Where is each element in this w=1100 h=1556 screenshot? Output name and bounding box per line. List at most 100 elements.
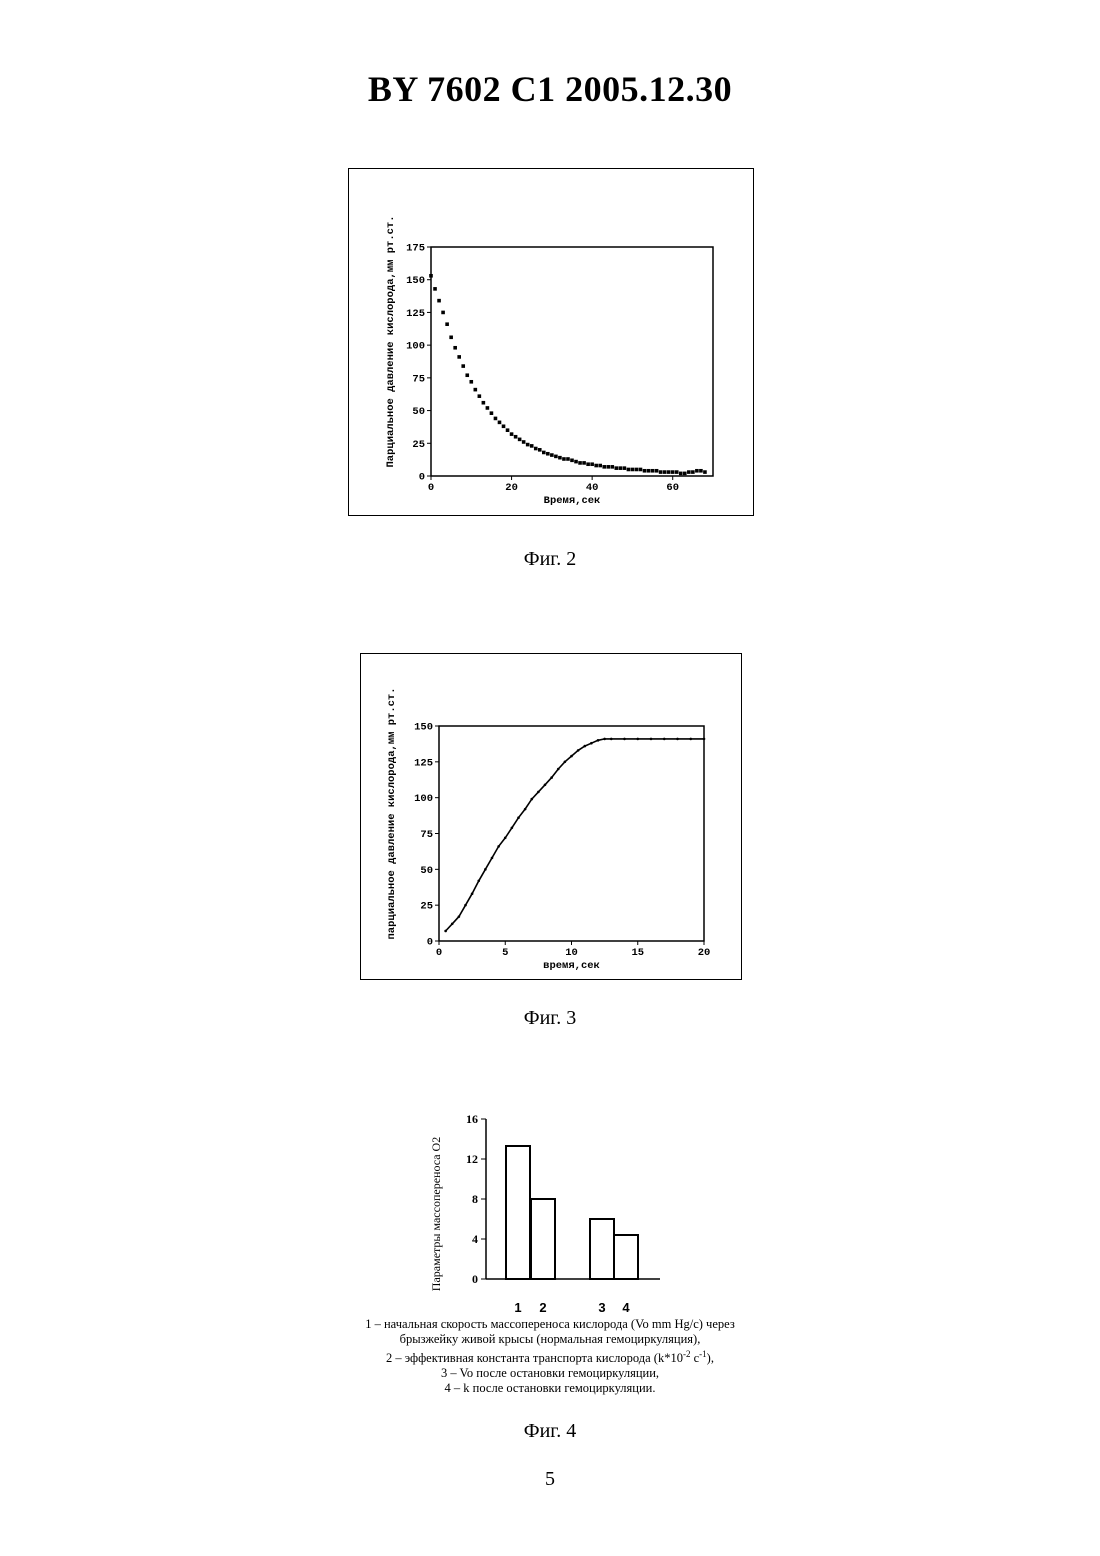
page-number: 5 bbox=[0, 1468, 1100, 1491]
data-point bbox=[703, 738, 706, 741]
figure-2-frame: 02550751001251501750204060Время,секПарци… bbox=[348, 168, 754, 516]
data-point bbox=[598, 464, 602, 468]
data-point bbox=[703, 470, 707, 474]
data-point bbox=[445, 322, 449, 326]
data-point bbox=[465, 373, 469, 377]
x-tick-label: 0 bbox=[436, 947, 442, 959]
data-point bbox=[433, 287, 437, 291]
x-tick-label: 20 bbox=[505, 482, 518, 494]
bar bbox=[531, 1199, 555, 1279]
figure-2-chart: 02550751001251501750204060Время,секПарци… bbox=[349, 169, 753, 515]
y-tick-label: 150 bbox=[406, 275, 425, 287]
data-point bbox=[659, 470, 663, 474]
data-point bbox=[577, 749, 580, 752]
legend-line-1: 1 – начальная скорость массопереноса кис… bbox=[300, 1317, 800, 1332]
data-point bbox=[526, 443, 530, 447]
x-tick-label: 5 bbox=[502, 947, 508, 959]
data-point bbox=[490, 411, 494, 415]
data-point bbox=[469, 380, 473, 384]
bar-category-label: 1 bbox=[514, 1300, 521, 1315]
data-point bbox=[530, 798, 533, 801]
legend-mid: с bbox=[690, 1351, 699, 1365]
legend-line-4: 3 – Vo после остановки гемоциркуляции, bbox=[300, 1366, 800, 1381]
data-point bbox=[606, 465, 610, 469]
data-point bbox=[675, 470, 679, 474]
data-point bbox=[511, 826, 514, 829]
data-point bbox=[636, 738, 639, 741]
data-point bbox=[691, 470, 695, 474]
y-tick-label: 100 bbox=[406, 341, 425, 353]
legend-line-3-text: 2 – эффективная константа транспорта кис… bbox=[386, 1351, 683, 1365]
data-point bbox=[676, 738, 679, 741]
y-tick-label: 75 bbox=[412, 373, 425, 385]
y-tick-label: 50 bbox=[412, 406, 425, 418]
y-tick-label: 125 bbox=[406, 308, 425, 320]
y-tick-label: 25 bbox=[412, 439, 425, 451]
document-header: BY 7602 C1 2005.12.30 bbox=[0, 68, 1100, 110]
data-point bbox=[449, 335, 453, 339]
y-tick-label: 25 bbox=[420, 901, 433, 913]
data-point bbox=[441, 311, 445, 315]
data-point bbox=[671, 470, 675, 474]
data-point bbox=[518, 438, 522, 442]
figure-4-legend: 1 – начальная скорость массопереноса кис… bbox=[300, 1317, 800, 1396]
y-tick-label: 0 bbox=[427, 937, 433, 949]
plot-area bbox=[431, 247, 713, 476]
data-point bbox=[522, 440, 526, 444]
data-point bbox=[683, 472, 687, 476]
data-point bbox=[627, 468, 631, 472]
data-point bbox=[534, 447, 538, 451]
data-point bbox=[461, 364, 465, 368]
y-tick-label: 175 bbox=[406, 243, 425, 255]
data-point bbox=[583, 745, 586, 748]
data-point bbox=[619, 466, 623, 470]
x-tick-label: 15 bbox=[631, 947, 644, 959]
data-point bbox=[650, 738, 653, 741]
data-point bbox=[478, 394, 482, 398]
data-point bbox=[538, 448, 542, 452]
x-tick-label: 10 bbox=[565, 947, 578, 959]
data-point bbox=[504, 837, 507, 840]
legend-line-5: 4 – k после остановки гемоциркуляции. bbox=[300, 1381, 800, 1396]
data-point bbox=[554, 455, 558, 459]
data-point bbox=[497, 845, 500, 848]
data-point bbox=[474, 388, 478, 392]
data-point bbox=[437, 299, 441, 303]
x-tick-label: 20 bbox=[698, 947, 711, 959]
data-point bbox=[484, 868, 487, 871]
data-point bbox=[643, 469, 647, 473]
data-point bbox=[615, 466, 619, 470]
legend-end: ), bbox=[707, 1351, 714, 1365]
y-axis-label: Парциальное давление кислорода,мм рт.ст. bbox=[385, 215, 397, 467]
figure-4-chart: 04812161234Параметры массопереноса О2 bbox=[420, 1108, 680, 1318]
data-point bbox=[631, 468, 635, 472]
x-axis-label: Время,сек bbox=[544, 495, 601, 507]
data-point bbox=[566, 457, 570, 461]
data-point bbox=[602, 465, 606, 469]
data-point bbox=[564, 761, 567, 764]
data-point bbox=[603, 738, 606, 741]
data-point bbox=[557, 768, 560, 771]
data-point bbox=[582, 461, 586, 465]
y-tick-label: 50 bbox=[420, 865, 433, 877]
data-point bbox=[663, 470, 667, 474]
data-point bbox=[464, 904, 467, 907]
data-point bbox=[570, 755, 573, 758]
y-tick-label: 125 bbox=[414, 757, 433, 769]
data-point bbox=[506, 428, 510, 432]
data-point bbox=[679, 472, 683, 476]
bar-category-label: 4 bbox=[622, 1300, 630, 1315]
data-point bbox=[651, 469, 655, 473]
data-point bbox=[524, 808, 527, 811]
y-tick-label: 0 bbox=[419, 472, 425, 484]
data-point bbox=[570, 458, 574, 462]
data-point bbox=[486, 406, 490, 410]
data-point bbox=[542, 451, 546, 455]
data-point bbox=[667, 470, 671, 474]
x-axis-label: время,сек bbox=[543, 960, 600, 972]
data-point bbox=[586, 462, 590, 466]
data-point bbox=[687, 470, 691, 474]
data-point bbox=[597, 739, 600, 742]
figure-3-chart: 025507510012515005101520время,секпарциал… bbox=[361, 654, 741, 979]
data-point bbox=[517, 816, 520, 819]
